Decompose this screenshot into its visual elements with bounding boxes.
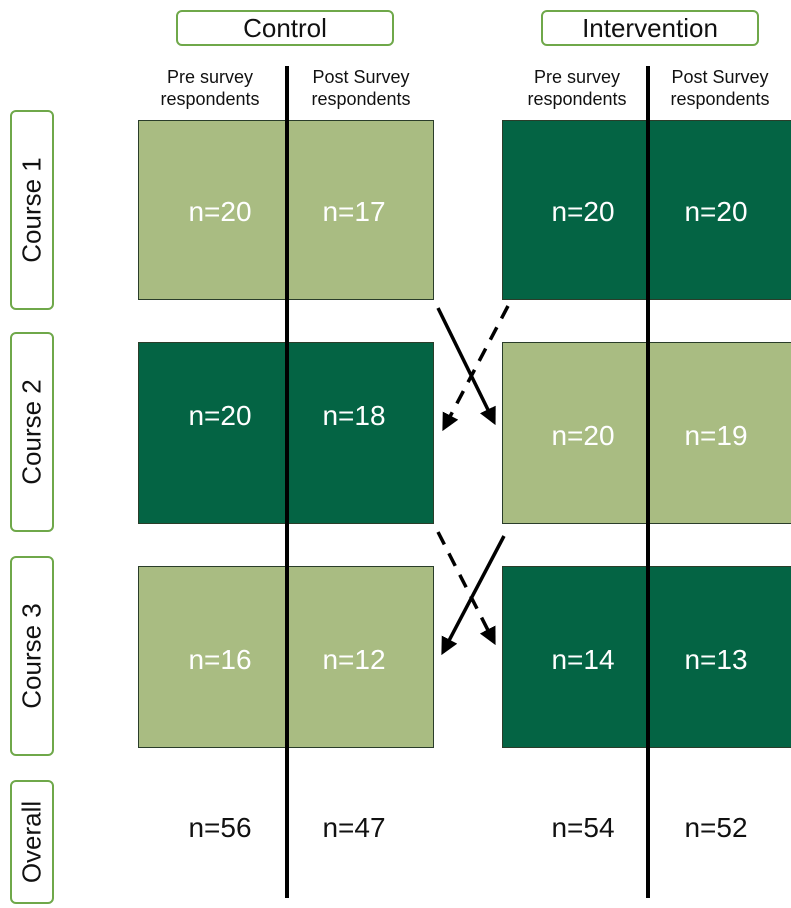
row-label-course-2: Course 2	[10, 332, 54, 532]
course-1-control-post-value: n=17	[322, 196, 386, 227]
course-3-control-pre-value: n=16	[188, 644, 252, 675]
control-group-header: Control	[176, 10, 394, 46]
intervention-post-column-header: Post Survey respondents	[670, 67, 770, 109]
course-2-intervention-post-value: n=19	[684, 420, 748, 451]
row-label-course-1: Course 1	[10, 110, 54, 310]
course-3-intervention-pre-value: n=14	[551, 644, 615, 675]
intervention-column-divider	[646, 66, 650, 898]
overall-control-pre-value: n=56	[188, 812, 252, 843]
intervention-pre-column-header: Pre survey respondents	[527, 67, 627, 109]
overall-control-post-value: n=47	[322, 812, 386, 843]
arrow-intervention2-to-control3	[441, 535, 506, 656]
intervention-group-header: Intervention	[541, 10, 759, 46]
control-column-divider	[285, 66, 289, 898]
arrow-control1-to-intervention2	[436, 307, 496, 426]
overall-intervention-post-value: n=52	[684, 812, 748, 843]
course-2-control-pre-value: n=20	[188, 400, 252, 431]
control-group-label: Control	[243, 12, 327, 43]
row-label-course-3: Course 3	[10, 556, 54, 756]
arrow-control2-to-intervention3	[436, 531, 496, 646]
course-1-control-pre-value: n=20	[188, 196, 252, 227]
arrow-intervention1-to-control2	[442, 305, 510, 432]
overall-intervention-pre-value: n=54	[551, 812, 615, 843]
row-label-overall: Overall	[10, 780, 54, 904]
course-1-intervention-post-value: n=20	[684, 196, 748, 227]
course-2-intervention-pre-value: n=20	[551, 420, 615, 451]
course-2-control-post-value: n=18	[322, 400, 386, 431]
control-post-column-header: Post Survey respondents	[311, 67, 411, 109]
intervention-group-label: Intervention	[582, 12, 718, 43]
control-pre-column-header: Pre survey respondents	[160, 67, 260, 109]
course-3-control-post-value: n=12	[322, 644, 386, 675]
course-3-intervention-post-value: n=13	[684, 644, 748, 675]
course-1-intervention-pre-value: n=20	[551, 196, 615, 227]
